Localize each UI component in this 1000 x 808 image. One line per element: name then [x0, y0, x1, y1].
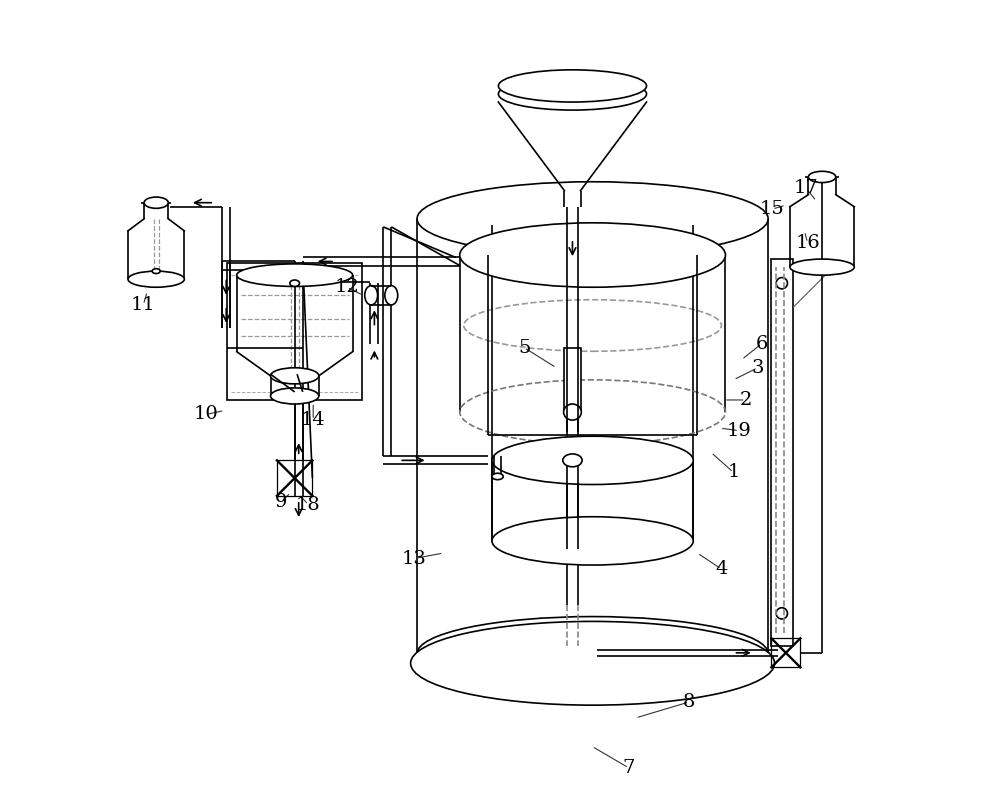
Text: 8: 8 [683, 693, 695, 711]
Ellipse shape [385, 286, 398, 305]
Ellipse shape [290, 280, 299, 287]
Text: 1: 1 [727, 464, 740, 482]
Text: 11: 11 [131, 296, 156, 314]
Ellipse shape [498, 69, 647, 102]
Ellipse shape [492, 436, 693, 485]
Text: 2: 2 [739, 391, 752, 409]
Text: 19: 19 [727, 422, 752, 440]
Ellipse shape [365, 286, 378, 305]
Bar [771, 259, 793, 646]
Circle shape [776, 608, 787, 619]
Text: 6: 6 [756, 335, 768, 352]
Bar [771, 638, 800, 667]
Circle shape [776, 278, 787, 288]
Ellipse shape [152, 269, 160, 274]
Ellipse shape [411, 621, 775, 705]
Ellipse shape [563, 454, 582, 467]
Text: 18: 18 [296, 495, 321, 514]
Ellipse shape [790, 259, 854, 276]
Text: 4: 4 [715, 560, 728, 578]
Ellipse shape [564, 404, 581, 420]
Ellipse shape [417, 182, 768, 256]
Text: 14: 14 [301, 411, 326, 429]
Ellipse shape [417, 617, 768, 691]
Text: 3: 3 [751, 359, 764, 377]
Bar [564, 347, 581, 412]
Text: 7: 7 [623, 759, 635, 777]
Text: 5: 5 [518, 339, 530, 356]
Text: 16: 16 [795, 234, 820, 252]
Bar [277, 461, 312, 496]
Text: 13: 13 [401, 549, 426, 567]
Ellipse shape [498, 78, 647, 110]
Ellipse shape [128, 271, 184, 287]
Bar [227, 263, 362, 400]
Ellipse shape [808, 171, 836, 183]
Ellipse shape [460, 223, 725, 287]
Ellipse shape [492, 517, 693, 565]
Text: 12: 12 [335, 278, 359, 297]
Ellipse shape [237, 264, 353, 287]
Text: 9: 9 [275, 493, 287, 511]
Ellipse shape [492, 473, 503, 480]
Text: 15: 15 [760, 200, 785, 218]
Ellipse shape [271, 368, 319, 384]
Ellipse shape [144, 197, 168, 208]
Text: 10: 10 [194, 406, 218, 423]
Ellipse shape [271, 388, 319, 404]
Text: 17: 17 [794, 179, 818, 197]
